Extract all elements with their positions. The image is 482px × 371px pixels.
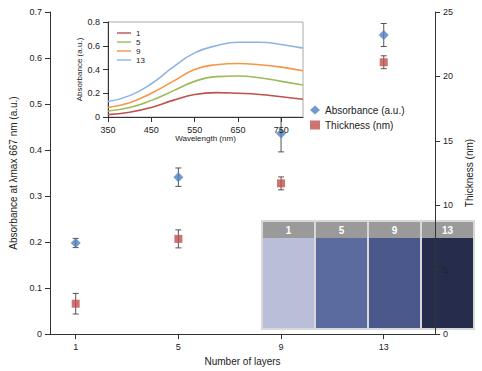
svg-text:0: 0	[95, 112, 100, 122]
svg-text:15: 15	[443, 136, 453, 146]
svg-text:0.4: 0.4	[29, 145, 42, 155]
svg-text:Absorbance at λmax 667 nm (a.u: Absorbance at λmax 667 nm (a.u.)	[8, 96, 19, 249]
svg-text:0.1: 0.1	[29, 283, 42, 293]
svg-text:0.5: 0.5	[29, 99, 42, 109]
svg-text:650: 650	[230, 125, 245, 135]
svg-text:0: 0	[37, 329, 42, 339]
svg-text:0.2: 0.2	[87, 88, 100, 98]
svg-text:1: 1	[73, 342, 78, 352]
svg-text:750: 750	[274, 125, 289, 135]
svg-text:13: 13	[136, 56, 145, 65]
svg-text:13: 13	[442, 225, 454, 236]
svg-text:0.6: 0.6	[29, 53, 42, 63]
svg-text:Number of layers: Number of layers	[204, 356, 280, 367]
svg-text:0: 0	[443, 329, 448, 339]
svg-text:5: 5	[339, 225, 345, 236]
svg-text:0.4: 0.4	[87, 65, 100, 75]
svg-text:450: 450	[144, 125, 159, 135]
svg-text:1: 1	[136, 29, 141, 38]
svg-text:10: 10	[443, 200, 453, 210]
svg-text:Thickness (nm): Thickness (nm)	[464, 139, 475, 207]
svg-text:Wavelength (nm): Wavelength (nm)	[175, 134, 236, 143]
svg-text:Thickness (nm): Thickness (nm)	[325, 120, 393, 131]
svg-text:9: 9	[392, 225, 398, 236]
svg-text:13: 13	[379, 342, 389, 352]
svg-text:5: 5	[176, 342, 181, 352]
svg-text:0.8: 0.8	[87, 17, 100, 27]
svg-text:5: 5	[136, 38, 141, 47]
svg-text:Absorbance (a.u.): Absorbance (a.u.)	[325, 105, 405, 116]
svg-text:5: 5	[443, 265, 448, 275]
svg-text:20: 20	[443, 71, 453, 81]
svg-text:550: 550	[187, 125, 202, 135]
svg-text:1: 1	[286, 225, 292, 236]
svg-text:350: 350	[100, 125, 115, 135]
svg-text:9: 9	[279, 342, 284, 352]
svg-text:25: 25	[443, 7, 453, 17]
svg-text:0.3: 0.3	[29, 191, 42, 201]
svg-text:Absorbance (a.u.): Absorbance (a.u.)	[75, 37, 84, 101]
svg-text:9: 9	[136, 47, 141, 56]
svg-text:0.6: 0.6	[87, 41, 100, 51]
svg-text:0.2: 0.2	[29, 237, 42, 247]
svg-text:0.7: 0.7	[29, 7, 42, 17]
